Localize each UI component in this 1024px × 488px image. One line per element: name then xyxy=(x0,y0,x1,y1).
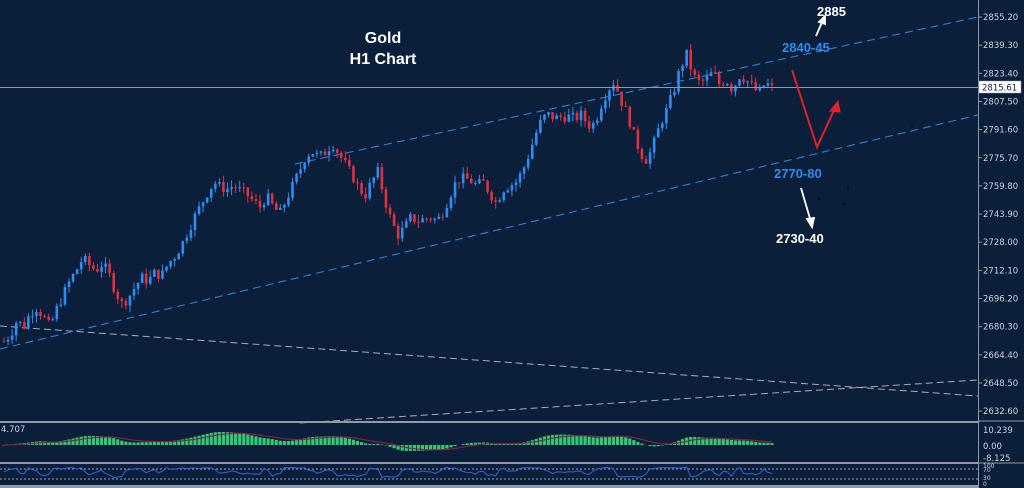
chart-title: Gold xyxy=(364,30,402,47)
scenario-arrow xyxy=(791,69,841,150)
price-tick-label: 2680.30 xyxy=(983,323,1018,333)
target-down-arrow xyxy=(800,187,816,230)
svg-text:30: 30 xyxy=(983,475,991,482)
target-down-label: 2730-40 xyxy=(776,231,824,246)
svg-text:70: 70 xyxy=(983,467,991,474)
price-tick-label: 2664.40 xyxy=(983,351,1018,361)
price-tick-label: 2791.60 xyxy=(983,126,1018,136)
svg-text:0: 0 xyxy=(983,481,987,488)
support-zone-label: 2770-80 xyxy=(774,166,822,181)
price-tick-label: 2775.70 xyxy=(983,154,1018,164)
price-tick-label: 2696.20 xyxy=(983,295,1018,305)
price-channel xyxy=(0,16,979,350)
svg-text:0.00: 0.00 xyxy=(983,442,1002,452)
svg-text:10.239: 10.239 xyxy=(983,426,1013,436)
price-tick-label: 2712.10 xyxy=(983,266,1018,276)
price-tick-label: 2823.40 xyxy=(983,69,1018,79)
candlestick-series xyxy=(2,43,774,346)
price-tick-label: 2743.90 xyxy=(983,210,1018,220)
macd-axis-ticks: 10.239 0.00 -8.125 xyxy=(983,426,1013,464)
macd-value-label: 4.707 xyxy=(1,425,25,435)
channel-lower-line xyxy=(0,114,979,350)
svg-text:100: 100 xyxy=(983,463,995,470)
price-axis-ticks: 2855.20 2839.30 2823.40 2807.50 2791.60 2775.… xyxy=(978,13,1018,417)
marker-dots xyxy=(818,124,913,205)
current-price-badge: 2815.61 xyxy=(978,80,1022,94)
macd-histogram xyxy=(2,431,774,451)
price-tick-label: 2728.00 xyxy=(983,238,1018,248)
price-tick-label: 2648.50 xyxy=(983,379,1018,389)
target-up-label: 2885 xyxy=(817,4,846,19)
price-tick-label: 2632.60 xyxy=(983,407,1018,417)
macd-signal-line xyxy=(4,432,773,451)
target-up-arrow xyxy=(815,13,826,37)
price-tick-label: 2855.20 xyxy=(983,13,1018,23)
price-tick-label: 2807.50 xyxy=(983,97,1018,107)
time-axis-strip xyxy=(0,485,979,488)
oscillator-line xyxy=(3,466,773,479)
long-term-trendlines xyxy=(0,325,979,424)
price-tick-label: 2759.80 xyxy=(983,182,1018,192)
resistance-zone-label: 2840-45 xyxy=(782,40,830,55)
oscillator-panel-top-border xyxy=(0,462,979,464)
svg-text:2815.61: 2815.61 xyxy=(982,84,1017,94)
price-tick-label: 2839.30 xyxy=(983,41,1018,51)
svg-text:-8.125: -8.125 xyxy=(983,454,1010,464)
macd-panel-top-border xyxy=(0,421,979,423)
chart-subtitle: H1 Chart xyxy=(349,51,417,68)
